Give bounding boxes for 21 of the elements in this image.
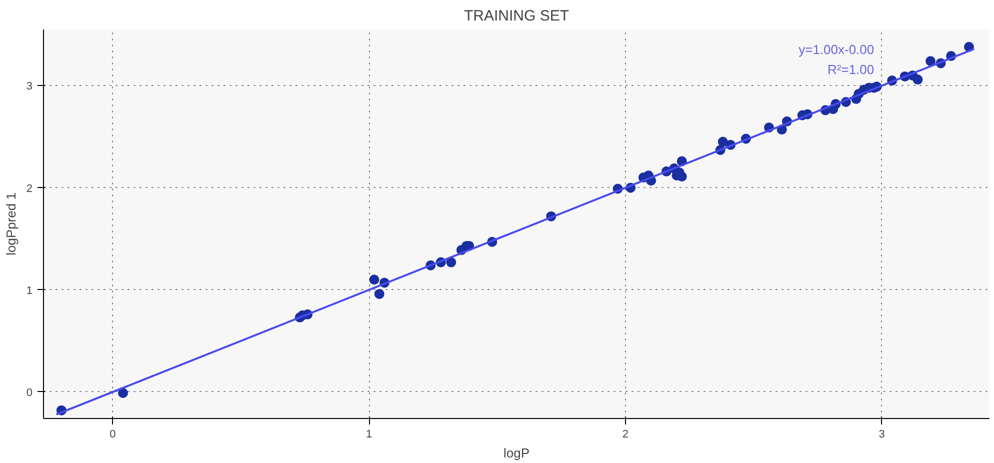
point xyxy=(446,257,456,268)
point xyxy=(926,56,936,66)
point xyxy=(912,74,923,85)
point xyxy=(369,274,380,285)
point xyxy=(374,288,384,299)
y-tick-label: 0 xyxy=(26,386,33,399)
point xyxy=(676,172,687,182)
chart-title: TRAINING SET xyxy=(464,8,570,24)
annotation: y=1.00x-0.00 xyxy=(798,42,874,57)
x-tick-label: 1 xyxy=(366,428,372,440)
y-tick-label: 3 xyxy=(26,80,33,93)
point xyxy=(718,136,728,147)
x-tick-label: 3 xyxy=(878,428,885,440)
x-tick-label: 2 xyxy=(622,428,629,440)
y-tick-label: 2 xyxy=(26,182,33,195)
x-axis-title: logP xyxy=(503,446,530,460)
y-axis-title: logPpred 1 xyxy=(3,192,18,256)
y-tick-label: 1 xyxy=(26,284,33,297)
point xyxy=(118,388,128,398)
annotation: R²=1.00 xyxy=(828,62,874,78)
x-tick-label: 0 xyxy=(110,428,116,440)
